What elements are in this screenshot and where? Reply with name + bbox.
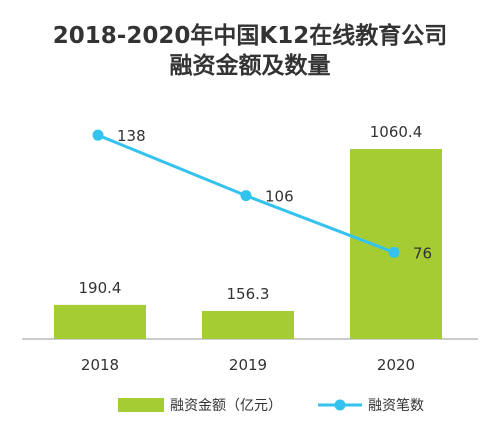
legend-swatch-amount bbox=[118, 398, 164, 412]
legend-label-amount: 融资金额（亿元） bbox=[170, 398, 282, 414]
x-tick-2020: 2020 bbox=[377, 356, 415, 374]
line-label-2018: 138 bbox=[117, 127, 146, 145]
line-label-2019: 106 bbox=[265, 188, 294, 206]
bar-label-2020: 1060.4 bbox=[370, 123, 423, 141]
bar-2020 bbox=[350, 149, 442, 339]
legend-marker-count bbox=[334, 399, 346, 411]
bar-2018 bbox=[54, 304, 146, 339]
legend-label-count: 融资笔数 bbox=[368, 398, 424, 414]
bar-2019 bbox=[202, 310, 294, 339]
bar-label-2018: 190.4 bbox=[79, 279, 122, 297]
line-label-2020: 76 bbox=[413, 244, 432, 262]
chart-title: 2018-2020年中国K12在线教育公司 bbox=[52, 23, 448, 49]
line-point-2019 bbox=[240, 190, 252, 202]
line-point-2018 bbox=[92, 129, 104, 141]
line-point-2020 bbox=[388, 246, 400, 258]
x-tick-2018: 2018 bbox=[81, 356, 119, 374]
x-tick-2019: 2019 bbox=[229, 356, 267, 374]
chart-subtitle: 融资金额及数量 bbox=[169, 53, 331, 79]
bar-label-2019: 156.3 bbox=[227, 285, 270, 303]
